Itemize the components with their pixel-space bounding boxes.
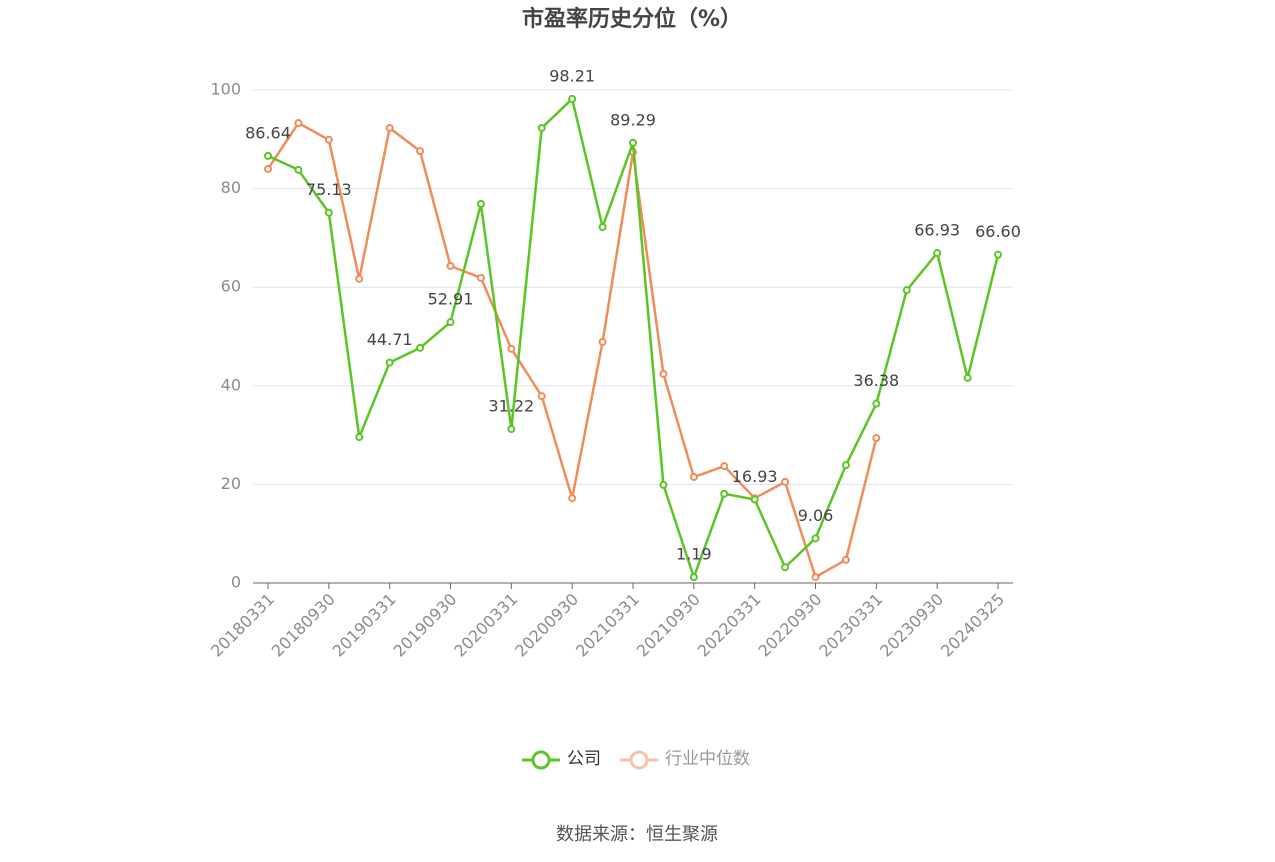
point <box>324 135 333 144</box>
point <box>446 318 455 327</box>
legend-label: 行业中位数 <box>665 749 750 769</box>
point <box>689 573 698 582</box>
series-line <box>266 121 878 579</box>
y-tick-label: 100 <box>210 80 241 99</box>
x-tick-label: 20210930 <box>633 590 704 661</box>
x-tick-label: 20190930 <box>389 590 460 661</box>
point <box>507 344 516 353</box>
point <box>933 249 942 258</box>
data-label: 16.93 <box>732 467 778 486</box>
point <box>507 425 516 434</box>
point <box>385 358 394 367</box>
point <box>659 369 668 378</box>
legend-marker <box>531 750 551 770</box>
point <box>568 494 577 503</box>
y-tick-label: 0 <box>231 573 241 592</box>
point <box>720 489 729 498</box>
point <box>385 123 394 132</box>
y-tick-label: 40 <box>221 375 241 394</box>
x-tick-label: 20220331 <box>694 590 765 661</box>
x-tick-label: 20230930 <box>876 590 947 661</box>
point <box>355 433 364 442</box>
point <box>598 337 607 346</box>
point <box>264 151 272 160</box>
data-label: 98.21 <box>549 66 595 85</box>
source: 数据来源：恒生聚源 <box>556 824 718 845</box>
point <box>537 392 546 401</box>
point <box>689 473 698 482</box>
data-label: 1.19 <box>676 545 712 564</box>
x-tick-label: 20230331 <box>815 590 886 661</box>
point <box>872 399 881 408</box>
x-tick-label: 20180930 <box>268 590 339 661</box>
point <box>324 208 333 217</box>
point <box>446 262 455 271</box>
point <box>841 555 850 564</box>
data-label: 9.06 <box>798 506 834 525</box>
point <box>963 373 972 382</box>
point <box>537 123 546 132</box>
x-tick-label: 20200930 <box>511 590 582 661</box>
x-tick-label: 20240325 <box>937 590 1008 661</box>
point <box>416 147 425 156</box>
data-label: 52.91 <box>428 290 474 309</box>
point <box>416 343 425 352</box>
point <box>872 434 881 443</box>
point <box>781 477 790 486</box>
point <box>355 274 364 283</box>
x-tick-label: 20200331 <box>450 590 521 661</box>
legend-marker <box>629 750 649 770</box>
x-tick-label: 20210331 <box>572 590 643 661</box>
point <box>476 273 485 282</box>
data-label: 66.93 <box>914 221 960 240</box>
x-tick-label: 20190331 <box>329 590 400 661</box>
point <box>264 164 272 173</box>
legend-label: 公司 <box>567 749 601 769</box>
x-tick-label: 20220930 <box>754 590 825 661</box>
data-label: 75.13 <box>306 180 352 199</box>
point <box>568 94 577 103</box>
point <box>629 138 637 147</box>
x-tick-label: 20180331 <box>207 590 278 661</box>
data-label: 86.64 <box>245 123 291 142</box>
legend-item[interactable]: 公司 <box>522 749 601 770</box>
point <box>750 495 759 504</box>
chart-title: 市盈率历史分位（%） <box>522 6 742 32</box>
y-tick-label: 80 <box>221 178 241 197</box>
point <box>476 199 485 208</box>
point <box>720 462 729 471</box>
y-tick-label: 60 <box>221 277 241 296</box>
point <box>294 119 303 128</box>
data-label: 89.29 <box>610 110 656 129</box>
data-label: 31.22 <box>488 397 534 416</box>
legend-item[interactable]: 行业中位数 <box>620 749 750 770</box>
point <box>659 480 668 489</box>
y-tick-label: 20 <box>221 474 241 493</box>
point <box>781 563 790 572</box>
data-label: 36.38 <box>853 371 899 390</box>
data-label: 66.60 <box>975 222 1021 241</box>
point <box>294 165 303 174</box>
point <box>841 461 850 470</box>
point <box>598 223 607 232</box>
point <box>994 250 1002 259</box>
data-label: 44.71 <box>367 330 413 349</box>
point <box>902 286 911 295</box>
point <box>811 534 820 543</box>
point <box>811 573 820 582</box>
